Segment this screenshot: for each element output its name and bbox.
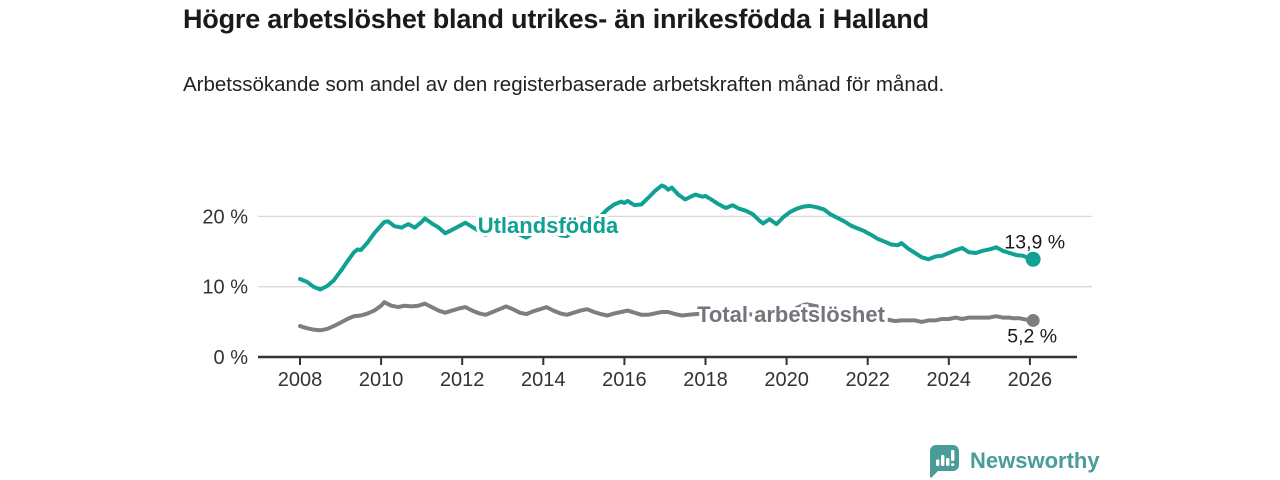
y-axis-tick-label: 0 % (214, 347, 249, 369)
series-label-1: Total arbetslöshet (697, 302, 886, 327)
brand-name: Newsworthy (970, 448, 1100, 473)
series-line-0 (298, 183, 1036, 292)
x-axis-tick-label: 2024 (927, 369, 972, 391)
page-title: Högre arbetslöshet bland utrikes- än inr… (183, 4, 929, 34)
newsworthy-attribution: Newsworthy (928, 443, 1100, 479)
page-subtitle: Arbetssökande som andel av den registerb… (183, 73, 945, 96)
series-end-label-0: 13,9 % (1004, 231, 1065, 253)
series-end-dot-1 (1026, 313, 1040, 327)
x-axis-tick-label: 2010 (359, 369, 404, 391)
series-end-dot-0 (1025, 251, 1041, 267)
series-line-1 (298, 300, 1036, 333)
series-end-label-1: 5,2 % (1007, 325, 1057, 347)
newsworthy-logo-icon (930, 445, 959, 478)
x-axis-tick-label: 2008 (278, 369, 323, 391)
x-axis-tick-label: 2018 (683, 369, 728, 391)
x-axis-tick-label: 2020 (764, 369, 809, 391)
x-axis-tick-label: 2012 (440, 369, 485, 391)
x-axis-tick-label: 2022 (845, 369, 890, 391)
series-label-0: Utlandsfödda (478, 213, 619, 238)
y-axis-tick-label: 20 % (202, 206, 248, 228)
x-axis-tick-label: 2026 (1008, 369, 1053, 391)
x-axis-tick-label: 2016 (602, 369, 647, 391)
y-axis-tick-label: 10 % (202, 277, 248, 299)
x-axis-tick-label: 2014 (521, 369, 566, 391)
